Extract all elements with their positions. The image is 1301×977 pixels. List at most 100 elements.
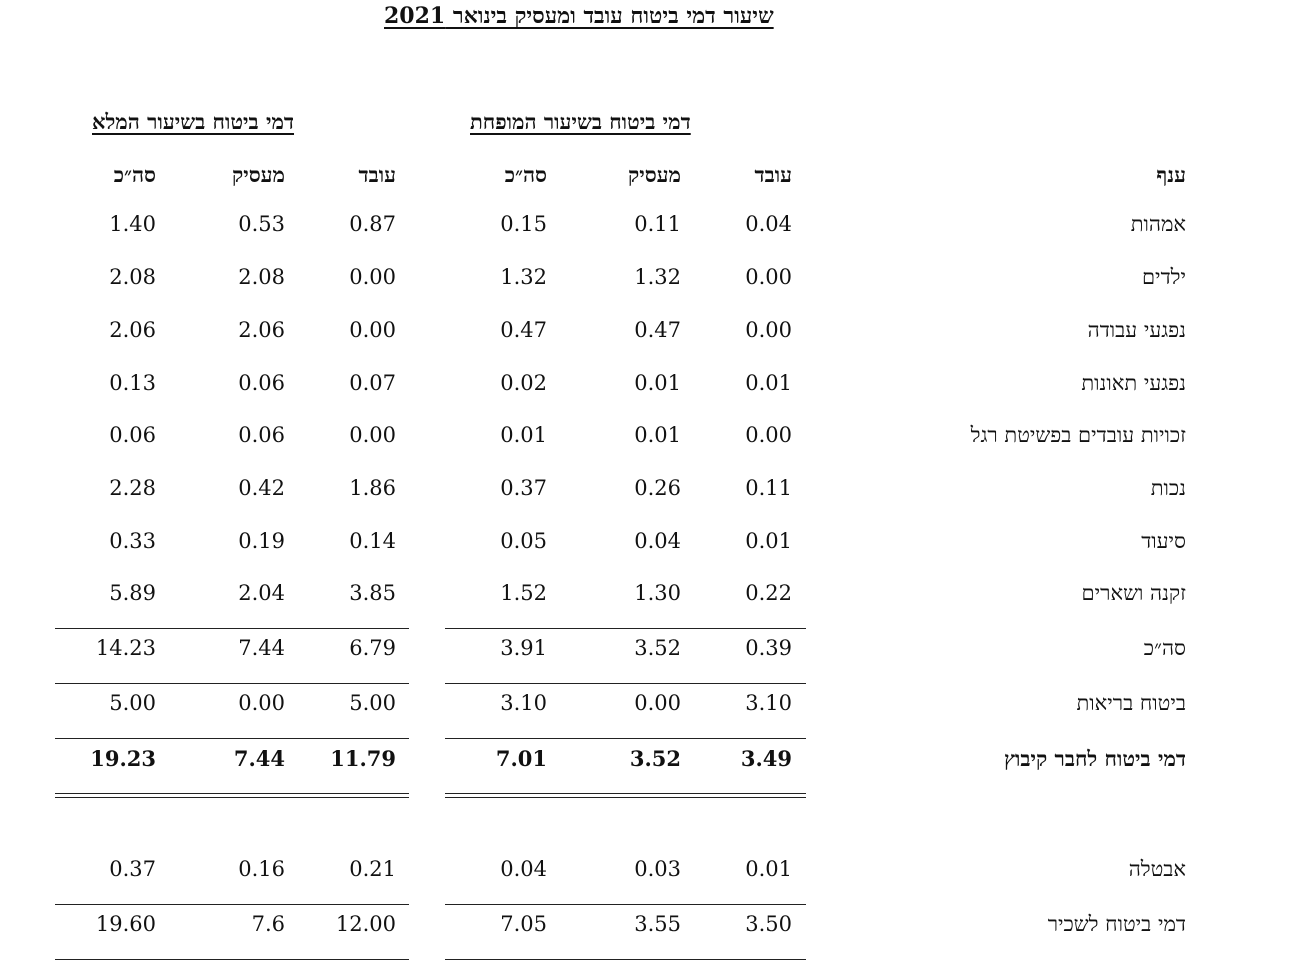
- cell-full-employer: 0.19: [238, 529, 285, 553]
- cell-reduced-total: 3.91: [500, 636, 547, 660]
- cell-full-employer: 7.44: [233, 746, 285, 771]
- cell-full-employer: 0.42: [238, 476, 285, 500]
- row-label: נפגעי תאונות: [1081, 371, 1186, 395]
- cell-full-employer: 0.00: [238, 691, 285, 715]
- cell-reduced-worker: 3.50: [745, 912, 792, 936]
- cell-reduced-total: 1.52: [500, 581, 547, 605]
- double-divider-full: [55, 793, 409, 798]
- cell-full-employer: 0.06: [238, 423, 285, 447]
- row-label: דמי ביטוח לשכיר: [1047, 912, 1186, 936]
- divider-reduced-health: [445, 683, 806, 684]
- row-label: זקנה ושארים: [1081, 581, 1186, 605]
- row-label: ילדים: [1141, 265, 1186, 289]
- cell-full-employer: 0.06: [238, 371, 285, 395]
- page-title: שיעור דמי ביטוח עובד ומעסיק בינואר 2021: [384, 3, 774, 29]
- cell-reduced-total: 0.01: [500, 423, 547, 447]
- row-label: נפגעי עבודה: [1087, 318, 1186, 342]
- divider-full-employee: [55, 904, 409, 905]
- divider-reduced-subtotal: [445, 628, 806, 629]
- cell-full-employer: 7.6: [251, 912, 285, 936]
- column-header-full-worker: עובד: [358, 162, 396, 187]
- row-label: אמהות: [1130, 212, 1186, 236]
- cell-reduced-employer: 3.52: [634, 636, 681, 660]
- row-label: ביטוח בריאות: [1076, 691, 1186, 715]
- cell-full-total: 2.08: [109, 265, 156, 289]
- cell-full-worker: 5.00: [349, 691, 396, 715]
- cell-full-worker: 1.86: [349, 476, 396, 500]
- cell-reduced-worker: 0.00: [745, 318, 792, 342]
- cell-full-total: 19.60: [95, 912, 156, 936]
- cell-reduced-total: 0.04: [500, 857, 547, 881]
- cell-reduced-employer: 0.04: [634, 529, 681, 553]
- cell-full-total: 1.40: [109, 212, 156, 236]
- cell-full-employer: 2.08: [238, 265, 285, 289]
- cell-reduced-total: 7.01: [495, 746, 547, 771]
- cell-full-total: 5.89: [109, 581, 156, 605]
- column-header-reduced-worker: עובד: [754, 162, 792, 187]
- cell-full-worker: 0.14: [349, 529, 396, 553]
- column-header-branch: ענף: [1156, 162, 1186, 187]
- cell-full-employer: 0.53: [238, 212, 285, 236]
- cell-full-total: 2.28: [109, 476, 156, 500]
- cell-reduced-employer: 0.00: [634, 691, 681, 715]
- cell-reduced-employer: 3.55: [634, 912, 681, 936]
- cell-full-worker: 0.00: [349, 265, 396, 289]
- cell-full-worker: 0.00: [349, 318, 396, 342]
- cell-full-worker: 0.87: [349, 212, 396, 236]
- cell-reduced-total: 1.32: [500, 265, 547, 289]
- cell-reduced-worker: 0.01: [745, 857, 792, 881]
- cell-full-employer: 2.06: [238, 318, 285, 342]
- cell-reduced-employer: 1.30: [634, 581, 681, 605]
- group-header-full: דמי ביטוח בשיעור המלא: [92, 109, 295, 134]
- cell-full-worker: 6.79: [349, 636, 396, 660]
- cell-reduced-worker: 0.01: [745, 371, 792, 395]
- cell-full-worker: 3.85: [349, 581, 396, 605]
- divider-reduced-kibbutz: [445, 738, 806, 739]
- cell-reduced-employer: 0.26: [634, 476, 681, 500]
- group-header-reduced: דמי ביטוח בשיעור המופחת: [470, 109, 691, 134]
- cell-reduced-total: 0.15: [500, 212, 547, 236]
- cell-full-worker: 0.00: [349, 423, 396, 447]
- cell-full-worker: 11.79: [330, 746, 396, 771]
- cell-reduced-worker: 0.00: [745, 265, 792, 289]
- row-label: נכות: [1150, 476, 1186, 500]
- cell-reduced-worker: 3.49: [740, 746, 792, 771]
- cell-full-worker: 12.00: [335, 912, 396, 936]
- row-label: אבטלה: [1128, 857, 1186, 881]
- column-header-reduced-total: סה״כ: [504, 162, 547, 187]
- cell-reduced-employer: 0.01: [634, 423, 681, 447]
- cell-reduced-employer: 0.03: [634, 857, 681, 881]
- row-label: סה״כ: [1143, 636, 1186, 660]
- divider-full-health: [55, 683, 409, 684]
- cell-full-worker: 0.21: [349, 857, 396, 881]
- cell-full-employer: 0.16: [238, 857, 285, 881]
- cell-full-total: 19.23: [90, 746, 156, 771]
- cell-reduced-worker: 0.04: [745, 212, 792, 236]
- cell-full-worker: 0.07: [349, 371, 396, 395]
- row-label: דמי ביטוח לחבר קיבוץ: [1004, 746, 1186, 771]
- divider-reduced-bottom: [445, 959, 806, 960]
- column-header-reduced-employer: מעסיק: [627, 162, 681, 187]
- cell-full-total: 2.06: [109, 318, 156, 342]
- cell-reduced-total: 0.02: [500, 371, 547, 395]
- cell-reduced-total: 0.47: [500, 318, 547, 342]
- cell-reduced-worker: 0.11: [745, 476, 792, 500]
- cell-reduced-worker: 0.39: [745, 636, 792, 660]
- cell-full-employer: 2.04: [238, 581, 285, 605]
- column-header-full-employer: מעסיק: [231, 162, 285, 187]
- cell-full-total: 0.33: [109, 529, 156, 553]
- cell-full-total: 14.23: [95, 636, 156, 660]
- cell-reduced-worker: 0.22: [745, 581, 792, 605]
- cell-reduced-employer: 3.52: [629, 746, 681, 771]
- cell-reduced-worker: 3.10: [745, 691, 792, 715]
- cell-reduced-employer: 0.01: [634, 371, 681, 395]
- row-label: זכויות עובדים בפשיטת רגל: [970, 423, 1186, 447]
- cell-full-total: 0.13: [109, 371, 156, 395]
- row-label: סיעוד: [1141, 529, 1186, 553]
- cell-reduced-worker: 0.00: [745, 423, 792, 447]
- cell-reduced-employer: 0.47: [634, 318, 681, 342]
- cell-reduced-total: 0.37: [500, 476, 547, 500]
- cell-full-total: 5.00: [109, 691, 156, 715]
- cell-reduced-total: 7.05: [500, 912, 547, 936]
- cell-reduced-total: 0.05: [500, 529, 547, 553]
